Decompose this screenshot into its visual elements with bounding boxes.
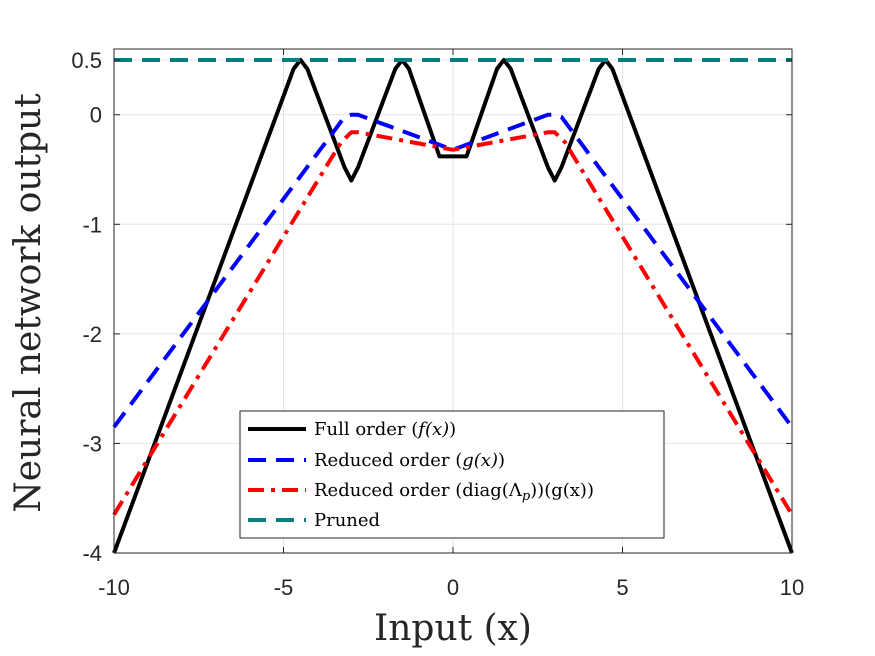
series-line-3 [112,130,794,516]
legend-label-2: Reduced order (g(x)) [314,450,505,471]
x-tick-label: 10 [780,575,804,600]
y-tick-label: -2 [82,322,102,347]
x-tick-label: 0 [447,575,459,600]
x-axis-ticks: -10 -5 0 5 10 [98,49,804,600]
legend-label-4: Pruned [314,510,380,531]
series-line-1 [112,57,794,554]
legend-box [239,410,665,539]
x-tick-label: -5 [274,575,294,600]
y-tick-label: 0.5 [71,48,102,73]
legend-label-1: Full order (f(x)) [314,419,456,440]
legend-label-3: Reduced order (diag(Λp))(g(x)) [314,480,594,504]
y-axis-ticks: -4 -3 -2 -1 0 0.5 [71,48,792,566]
legend: Full order (f(x)) Reduced order (g(x)) Red… [239,410,665,539]
series-layer [112,57,794,554]
x-tick-label: 5 [616,575,628,600]
x-tick-label: -10 [98,575,130,600]
y-tick-label: -3 [82,431,102,456]
y-axis-label: Neural network output [8,93,49,513]
y-tick-label: -1 [82,212,102,237]
x-axis-label: Input (x) [374,608,532,649]
y-tick-label: -4 [82,541,102,566]
y-tick-label: 0 [90,103,102,128]
